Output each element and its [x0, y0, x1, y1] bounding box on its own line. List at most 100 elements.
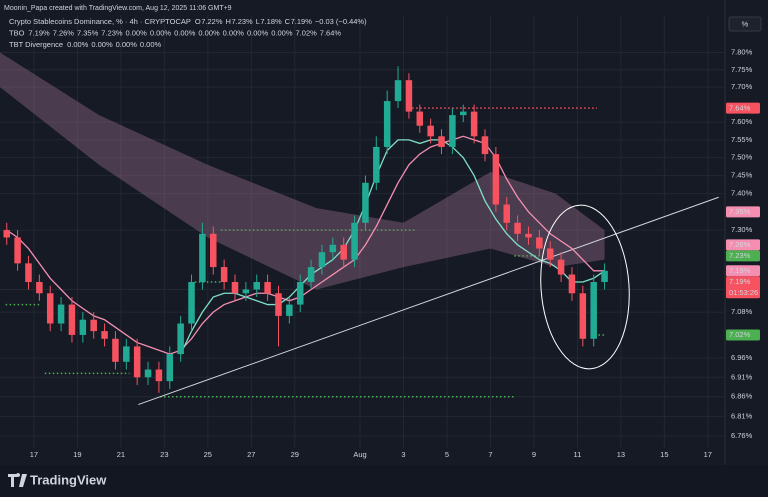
legend-value: 7.02%	[296, 28, 318, 37]
logo: TradingView	[8, 472, 107, 487]
plot: 17 19 21 23 25 27 29 Aug 3 5 7 9 11 13 15 17 7.80% 7.75% 7…	[0, 15, 760, 459]
candle-body	[242, 289, 250, 294]
candle-body	[525, 233, 532, 238]
legend-value: L	[256, 17, 260, 26]
price-label: 7.19%	[729, 266, 751, 275]
legend-value: 7.26%	[53, 28, 75, 37]
legend-label: TBT Divergence	[9, 40, 63, 49]
candle-body	[199, 233, 206, 283]
candle-body	[362, 182, 369, 223]
x-tick-label: 25	[204, 450, 212, 459]
y-tick-label: 7.80%	[731, 48, 753, 57]
scale-button[interactable]	[728, 16, 762, 32]
legend-value: 0.00%	[271, 28, 293, 37]
legend-label: Crypto Stablecoins Dominance, % · 4h · C…	[9, 17, 191, 26]
x-tick-label: 17	[30, 450, 38, 459]
x-tick-label: 29	[291, 450, 299, 459]
candle-body	[568, 274, 576, 294]
price-label: 7.02%	[729, 330, 751, 339]
legend-value: 7.19%	[28, 28, 50, 37]
legend-value: 0.00%	[174, 28, 196, 37]
candle-body	[46, 293, 54, 324]
price-label-box	[726, 265, 760, 277]
price-label: 7.26%	[729, 240, 751, 249]
candle-body	[579, 293, 587, 339]
legend-value: 0.00%	[198, 28, 220, 37]
candle-body	[220, 267, 228, 283]
candle-body	[79, 319, 87, 335]
candle-body	[557, 259, 565, 275]
credit: Moonin_Papa created with TradingView.com…	[4, 5, 232, 12]
x-tick-label: 21	[117, 450, 125, 459]
y-tick-label: 7.50%	[731, 153, 753, 162]
y-tick-label: 7.40%	[731, 189, 753, 198]
x-tick-label: 9	[532, 450, 536, 459]
y-tick-label: 6.86%	[731, 392, 753, 401]
price-label-box	[726, 239, 760, 251]
candle-body	[14, 237, 21, 264]
candle-body	[329, 244, 337, 253]
price-label-box	[726, 276, 760, 299]
y-tick-label: 7.30%	[731, 225, 753, 234]
y-tick-label: 6.81%	[731, 411, 753, 420]
candle-body	[275, 293, 282, 316]
candle-body	[25, 263, 32, 283]
y-tick-label: 7.60%	[731, 117, 753, 126]
candle-body	[383, 101, 391, 147]
candle-body	[253, 282, 260, 290]
price-label-box	[726, 250, 760, 262]
legend-value: 0.00%	[126, 28, 148, 37]
price-label-box	[726, 102, 760, 114]
candle-body	[36, 282, 43, 294]
trend-line	[138, 196, 719, 406]
x-tick-label: Aug	[353, 450, 366, 459]
legend-value: 7.22%	[201, 17, 223, 26]
legend-value: 7.64%	[320, 28, 342, 37]
legend-value: 7.18%	[260, 17, 282, 26]
x-tick-label: 3	[401, 450, 405, 459]
legend-value: 0.00%	[223, 28, 245, 37]
candle-body	[340, 244, 347, 260]
x-tick-label: 13	[617, 450, 625, 459]
legend-value: 0.00%	[150, 28, 172, 37]
price-label: 7.64%	[729, 103, 751, 112]
legend-value: 7.23%	[101, 28, 123, 37]
x-tick-label: 23	[160, 450, 168, 459]
x-tick-label: 5	[445, 450, 449, 459]
candle-body	[427, 125, 434, 137]
legend-value: H	[226, 17, 231, 26]
y-tick-label: 6.91%	[731, 372, 753, 381]
candle-body	[449, 115, 456, 147]
logo-text: TradingView	[30, 472, 107, 487]
x-tick-label: 17	[704, 450, 712, 459]
candle-body	[90, 319, 97, 332]
candle-body	[123, 346, 130, 362]
cloud	[0, 52, 605, 290]
legend-value: 0.00%	[67, 40, 89, 49]
candle-body	[318, 252, 326, 268]
indicator-line	[180, 139, 605, 355]
price-label: 7.19%	[729, 277, 751, 286]
candle-body	[351, 222, 358, 260]
y-tick-label: 7.45%	[731, 171, 753, 180]
price-label: 7.23%	[729, 251, 751, 260]
candle-body	[546, 248, 554, 260]
candle-body	[373, 146, 380, 183]
candle-body	[296, 282, 304, 305]
legend-value: 0.00%	[91, 40, 113, 49]
candle-body	[481, 136, 489, 155]
scale-button-label[interactable]: %	[742, 19, 749, 28]
candle-body	[394, 80, 402, 102]
x-tick-label: 15	[660, 450, 668, 459]
candle-body	[590, 282, 597, 339]
legend-value: 7.23%	[231, 17, 253, 26]
footer	[0, 465, 768, 497]
price-label-box	[726, 206, 760, 218]
candle-body	[405, 80, 413, 112]
candle-body	[133, 346, 141, 378]
legend-label: TBO	[9, 28, 25, 37]
candle-body	[438, 136, 445, 147]
